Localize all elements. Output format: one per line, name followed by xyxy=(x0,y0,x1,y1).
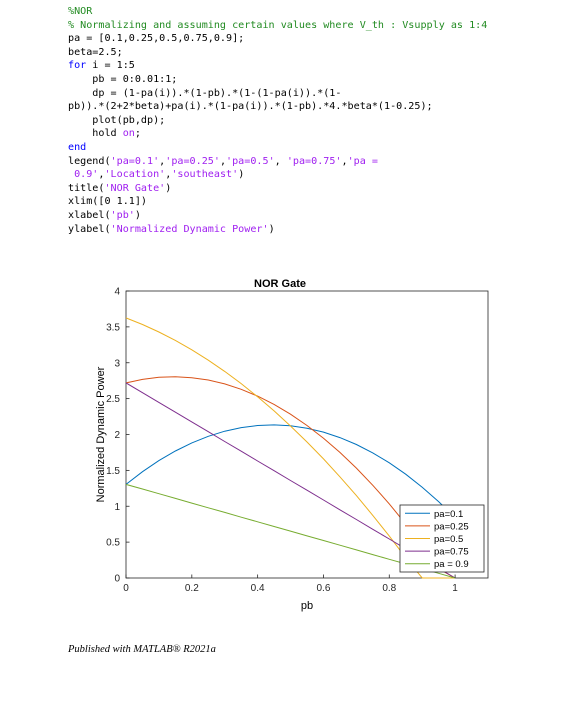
code-token: %NOR xyxy=(68,6,93,17)
code-line: pb = 0:0.01:1; xyxy=(68,73,487,87)
code-line: plot(pb,dp); xyxy=(68,114,487,128)
code-line: for i = 1:5 xyxy=(68,59,487,73)
x-tick-label: 0.2 xyxy=(185,583,199,594)
code-token: 'pa=0.1' xyxy=(110,155,160,167)
code-token: 0.9' xyxy=(68,169,99,181)
code-token: ) xyxy=(238,169,245,181)
y-axis-label: Normalized Dynamic Power xyxy=(95,366,107,502)
code-token: plot(pb,dp); xyxy=(68,114,166,126)
code-line: pa = [0.1,0.25,0.5,0.75,0.9]; xyxy=(68,32,487,46)
code-token: 'pb' xyxy=(110,209,135,221)
code-token: hold xyxy=(68,128,123,140)
x-tick-label: 1 xyxy=(452,583,458,594)
chart-svg: NOR Gate 0 0.2 0.4 0.6 0.8 1 0 0.5 1 1.5 2 2.5 3 3.5 4… xyxy=(95,278,489,612)
legend-entry: pa=0.75 xyxy=(434,547,469,558)
code-token: end xyxy=(68,141,87,153)
legend-entry: pa=0.5 xyxy=(434,534,463,545)
code-line: % Normalizing and assuming certain value… xyxy=(68,19,487,33)
code-listing: %NOR % Normalizing and assuming certain v… xyxy=(68,5,487,236)
code-line: xlabel('pb') xyxy=(68,209,487,223)
code-token: 'NOR Gate' xyxy=(104,182,166,194)
code-token: pa = [0.1,0.25,0.5,0.75,0.9]; xyxy=(68,33,245,45)
code-token: 'pa=0.5' xyxy=(226,155,275,167)
legend-entry: pa=0.25 xyxy=(434,521,469,532)
code-token: 'southeast' xyxy=(171,169,239,181)
y-tick-label: 3 xyxy=(114,358,120,369)
code-line: ylabel('Normalized Dynamic Power') xyxy=(68,223,487,237)
chart-title: NOR Gate xyxy=(254,278,306,290)
code-line: %NOR xyxy=(68,5,487,19)
x-tick-label: 0.8 xyxy=(382,583,396,594)
y-tick-label: 1.5 xyxy=(106,466,120,477)
code-token: 'Normalized Dynamic Power' xyxy=(110,223,269,235)
x-tick-label: 0.6 xyxy=(317,583,331,594)
code-token: , xyxy=(159,155,166,167)
code-token: , xyxy=(98,169,105,181)
code-line: pb)).*(2+2*beta)+pa(i).*(1-pa(i)).*(1-pb… xyxy=(68,100,487,114)
y-tick-label: 3.5 xyxy=(106,322,120,333)
code-line: end xyxy=(68,141,487,155)
code-token: , xyxy=(165,169,172,181)
publish-footer: Published with MATLAB® R2021a xyxy=(68,644,216,655)
y-tick-label: 0.5 xyxy=(106,538,120,549)
code-line: dp = (1-pa(i)).*(1-pb).*(1-(1-pa(i)).*(1… xyxy=(68,87,487,101)
code-line: title('NOR Gate') xyxy=(68,182,487,196)
code-token: on xyxy=(122,128,135,140)
code-token: pb = 0:0.01:1; xyxy=(68,73,178,85)
legend-entry: pa = 0.9 xyxy=(434,559,469,570)
code-token: pb)).*(2+2*beta)+pa(i).*(1-pa(i)).*(1-pb… xyxy=(68,101,433,113)
legend-entry: pa=0.1 xyxy=(434,509,463,520)
figure-nor-gate: NOR Gate 0 0.2 0.4 0.6 0.8 1 0 0.5 1 1.5 2 2.5 3 3.5 4… xyxy=(60,272,500,622)
code-line: legend('pa=0.1','pa=0.25','pa=0.5', 'pa=… xyxy=(68,155,487,169)
code-token: 'pa=0.25' xyxy=(165,155,220,167)
code-line: xlim([0 1.1]) xyxy=(68,195,487,209)
code-token: ) xyxy=(165,182,172,194)
y-tick-label: 1 xyxy=(114,502,120,513)
code-token: title( xyxy=(68,182,105,194)
code-token: 'pa=0.75' xyxy=(286,155,342,167)
code-token: beta=2.5; xyxy=(68,46,123,58)
y-tick-label: 0 xyxy=(114,574,120,585)
code-token: legend( xyxy=(68,155,111,167)
code-line: 0.9','Location','southeast') xyxy=(68,168,487,182)
code-token: 'pa = xyxy=(347,155,378,167)
code-token: dp = (1-pa(i)).*(1-pb).*(1-(1-pa(i)).*(1… xyxy=(68,87,342,99)
code-token: , xyxy=(341,155,348,167)
code-token: , xyxy=(219,155,227,167)
ticks: 0 0.2 0.4 0.6 0.8 1 0 0.5 1 1.5 2 2.5 3 3.5 4 xyxy=(106,287,458,595)
code-token: 'Location' xyxy=(104,169,166,181)
code-token: i = 1:5 xyxy=(86,60,135,72)
code-token: xlabel( xyxy=(68,209,111,221)
code-token: % Normalizing and assuming certain value… xyxy=(68,19,488,31)
y-tick-label: 2 xyxy=(114,430,120,441)
code-token: , xyxy=(274,155,287,167)
code-token: ylabel( xyxy=(68,223,111,235)
code-token: ) xyxy=(268,223,275,235)
x-tick-label: 0 xyxy=(123,583,129,594)
code-token: for xyxy=(68,60,87,72)
code-token: ) xyxy=(134,209,141,221)
code-line: hold on; xyxy=(68,127,487,141)
x-axis-label: pb xyxy=(301,600,313,612)
y-tick-label: 4 xyxy=(114,287,120,298)
y-tick-label: 2.5 xyxy=(106,394,120,405)
code-token: ; xyxy=(134,128,141,140)
x-tick-label: 0.4 xyxy=(251,583,265,594)
code-token: xlim([0 1.1]) xyxy=(68,196,148,208)
code-line: beta=2.5; xyxy=(68,46,487,60)
